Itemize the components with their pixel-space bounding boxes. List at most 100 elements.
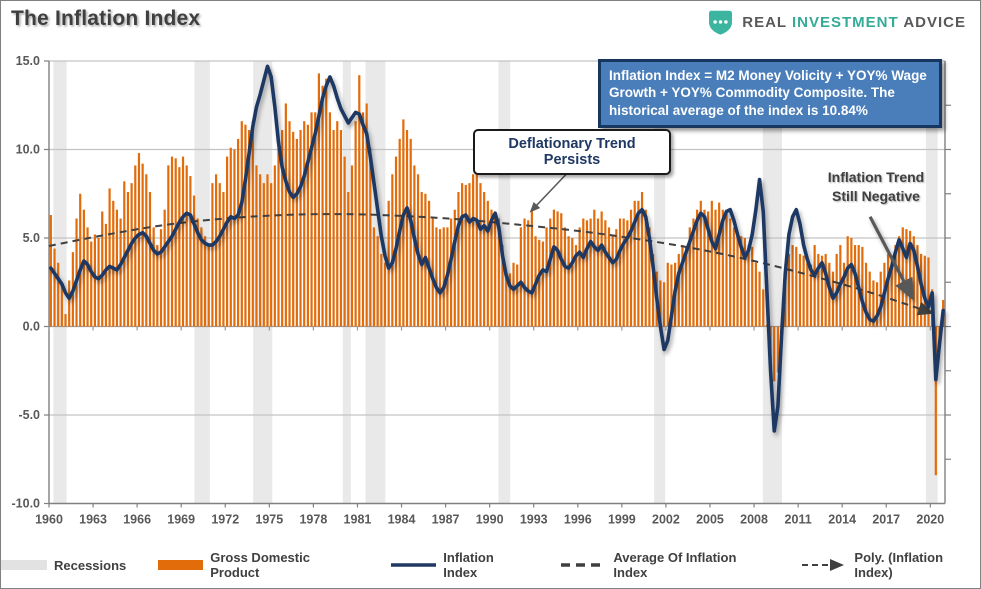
gdp-bar xyxy=(200,227,203,327)
gdp-bar xyxy=(472,174,475,327)
gdp-bar xyxy=(259,174,262,327)
gdp-bar xyxy=(758,271,761,327)
gdp-bar xyxy=(604,220,607,327)
gdp-bar xyxy=(93,234,97,327)
gdp-bar xyxy=(328,112,332,327)
gdp-bar xyxy=(582,218,585,327)
gdp-bar xyxy=(828,262,831,327)
gdp-bar xyxy=(240,121,243,327)
legend-item-inflation-index: Inflation Index xyxy=(391,550,529,580)
gdp-bar xyxy=(850,238,853,327)
gdp-bar xyxy=(607,227,611,327)
gdp-bar xyxy=(545,227,548,327)
gdp-bar xyxy=(640,191,644,327)
gdp-bar xyxy=(90,241,93,327)
gdp-bar xyxy=(295,138,298,327)
gdp-bar xyxy=(207,245,210,327)
gdp-bar xyxy=(486,200,489,327)
gdp-bar xyxy=(791,245,794,327)
gdp-bar xyxy=(563,227,567,327)
gdp-bar xyxy=(615,229,618,327)
gdp-bar xyxy=(552,209,556,327)
x-tick-label: 1972 xyxy=(211,513,239,527)
legend-item-average-of-inflation-index: Average Of Inflation Index xyxy=(561,550,770,580)
gdp-bar xyxy=(152,227,155,327)
gdp-bar xyxy=(251,121,254,327)
gdp-bar xyxy=(163,209,166,327)
gdp-bar xyxy=(79,193,82,327)
gdp-bar xyxy=(538,239,541,327)
gdp-bar xyxy=(277,138,280,327)
gdp-bar xyxy=(842,262,846,327)
gdp-bar xyxy=(585,220,589,327)
gdp-bar xyxy=(483,191,486,327)
gdp-bar xyxy=(266,174,269,327)
formula-annotation: Inflation Index = M2 Money Volicity + YO… xyxy=(598,59,942,128)
gdp-bar xyxy=(145,174,148,327)
gdp-bar xyxy=(461,183,464,327)
gdp-bar xyxy=(321,85,324,327)
gdp-bar xyxy=(519,227,522,327)
gdp-bar xyxy=(798,253,802,327)
gdp-bar xyxy=(787,253,791,327)
gdp-bar xyxy=(475,174,478,327)
gdp-bar xyxy=(57,262,60,327)
gdp-bar xyxy=(773,326,776,382)
gdp-bar xyxy=(523,218,526,327)
gdp-bar xyxy=(75,218,78,327)
gdp-bar xyxy=(740,236,743,327)
gdp-bar xyxy=(629,209,633,327)
gdp-bar xyxy=(262,183,265,327)
gdp-bar xyxy=(141,163,144,327)
x-tick-label: 1978 xyxy=(299,513,327,527)
gdp-bar xyxy=(732,227,735,327)
gdp-bar xyxy=(886,253,890,327)
gdp-bar xyxy=(214,174,218,327)
x-tick-label: 2011 xyxy=(785,513,812,527)
gdp-bar xyxy=(108,188,111,327)
gdp-bar xyxy=(479,183,482,327)
gdp-bar xyxy=(890,255,893,327)
gdp-bar xyxy=(60,282,63,327)
gdp-bar xyxy=(508,273,511,327)
axis-labels: 15.0 10.0 5.0 0.0 -5.0 -10.0 1960 1963 1966 1969 1… xyxy=(12,54,945,527)
y-tick-label: 0.0 xyxy=(23,320,40,334)
x-tick-label: 2005 xyxy=(696,513,724,527)
legend: Recessions Gross Domestic Product Inflatio… xyxy=(1,550,980,580)
x-tick-label: 1999 xyxy=(608,513,636,527)
recession-band xyxy=(498,61,511,504)
gdp-bar xyxy=(336,121,339,327)
gdp-bar xyxy=(248,130,251,327)
inflation-index-line xyxy=(49,64,945,433)
gdp-bar xyxy=(567,236,570,327)
gdp-bar xyxy=(332,130,335,327)
gdp-swatch-icon xyxy=(158,560,204,570)
gdp-bar xyxy=(310,112,313,327)
gdp-bar xyxy=(571,238,574,327)
gdp-bar xyxy=(303,121,306,327)
gdp-bar xyxy=(354,121,357,327)
x-tick-label: 2014 xyxy=(828,513,856,527)
gdp-bar xyxy=(527,220,530,327)
gdp-bar xyxy=(718,202,721,327)
gdp-bar xyxy=(211,183,214,327)
legend-item-poly-inflation-index: Poly. (Inflation Index) xyxy=(802,550,980,580)
inflation-trend-line1: Inflation Trend xyxy=(827,169,925,185)
gdp-bar xyxy=(222,191,225,327)
gdp-bar xyxy=(376,236,379,327)
x-tick-label: 1990 xyxy=(476,513,504,527)
gdp-bar xyxy=(82,209,85,327)
gdp-bar xyxy=(383,262,387,327)
y-tick-label: 5.0 xyxy=(23,231,40,245)
trend-arrow xyxy=(868,216,915,302)
gdp-bar xyxy=(442,227,445,327)
gdp-bar xyxy=(659,280,662,327)
gdp-bar xyxy=(137,153,141,327)
gdp-bar xyxy=(306,124,309,327)
gdp-bar xyxy=(685,246,688,327)
gdp-bar xyxy=(729,218,732,327)
gdp-bar xyxy=(358,75,361,327)
gdp-bar xyxy=(244,124,247,327)
recession-band xyxy=(925,61,938,504)
